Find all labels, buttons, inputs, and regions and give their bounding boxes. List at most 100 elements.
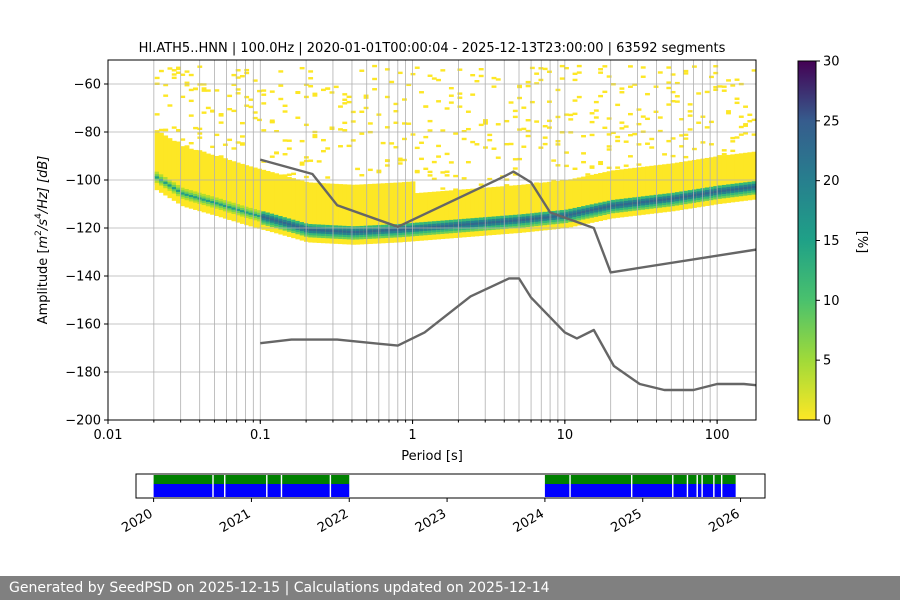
heatmap-cell bbox=[457, 189, 463, 238]
heatmap-cell bbox=[167, 179, 173, 183]
heatmap-cell bbox=[517, 184, 523, 233]
heatmap-cell bbox=[704, 198, 710, 201]
heatmap-cell bbox=[589, 210, 595, 214]
heatmap-cell bbox=[372, 229, 378, 233]
heatmap-cell bbox=[534, 217, 540, 220]
heatmap-cell bbox=[299, 224, 305, 227]
heatmap-cell bbox=[176, 143, 181, 204]
heatmap-cell bbox=[402, 98, 407, 101]
heatmap-cell bbox=[235, 141, 241, 144]
heatmap-cell bbox=[397, 230, 403, 233]
heatmap-cell bbox=[674, 196, 680, 200]
heatmap-cell bbox=[598, 162, 604, 166]
availability-gap-mark bbox=[701, 475, 703, 497]
heatmap-cell bbox=[333, 225, 339, 228]
heatmap-cell bbox=[184, 191, 190, 194]
heatmap-cell bbox=[628, 112, 633, 116]
heatmap-cell bbox=[657, 196, 663, 200]
heatmap-cell bbox=[188, 148, 194, 209]
heatmap-cell bbox=[410, 133, 416, 136]
heatmap-cell bbox=[585, 207, 591, 210]
grid-lines bbox=[108, 60, 756, 420]
heatmap-cell bbox=[333, 234, 339, 237]
heatmap-cell bbox=[674, 194, 680, 197]
heatmap-cell bbox=[525, 119, 531, 122]
heatmap-cell bbox=[397, 71, 403, 75]
heatmap-cell bbox=[235, 210, 241, 214]
heatmap-cell bbox=[674, 198, 680, 202]
heatmap-cell bbox=[154, 173, 160, 177]
heatmap-cell bbox=[487, 218, 493, 222]
heatmap-cell bbox=[495, 123, 501, 126]
heatmap-cell bbox=[465, 220, 471, 224]
heatmap-cell bbox=[321, 231, 326, 234]
heatmap-cell bbox=[355, 184, 360, 245]
heatmap-cell bbox=[495, 78, 501, 81]
heatmap-cell bbox=[201, 83, 207, 86]
heatmap-cell bbox=[619, 205, 625, 208]
heatmap-cell bbox=[274, 151, 279, 155]
heatmap-cell bbox=[312, 228, 318, 232]
heatmap-cell bbox=[606, 209, 612, 212]
heatmap-cell bbox=[167, 190, 173, 194]
heatmap-cell bbox=[325, 176, 331, 179]
availability-gap-mark bbox=[329, 475, 332, 497]
heatmap-cell bbox=[299, 230, 305, 234]
heatmap-cell bbox=[163, 185, 169, 189]
heatmap-cell bbox=[278, 97, 284, 101]
heatmap-cell bbox=[517, 96, 523, 100]
heatmap-cell bbox=[747, 183, 753, 187]
heatmap-cell bbox=[222, 158, 228, 219]
heatmap-cell bbox=[751, 118, 756, 122]
availability-gap-mark bbox=[672, 475, 674, 497]
availability-gap-mark bbox=[630, 475, 633, 497]
heatmap-cell bbox=[636, 201, 642, 204]
heatmap-cell bbox=[738, 191, 744, 195]
heatmap-cell bbox=[504, 119, 510, 123]
heatmap-cell bbox=[500, 220, 505, 223]
heatmap-cell bbox=[308, 70, 314, 73]
heatmap-cell bbox=[188, 190, 194, 193]
heatmap-cell bbox=[602, 205, 608, 209]
heatmap-cell bbox=[188, 142, 194, 145]
heatmap-cell bbox=[286, 222, 292, 226]
heatmap-cell bbox=[282, 153, 288, 156]
heatmap-cell bbox=[440, 191, 446, 240]
heatmap-cell bbox=[269, 222, 275, 225]
heatmap-cell bbox=[222, 143, 228, 146]
heatmap-cell bbox=[350, 232, 356, 236]
heatmap-cell bbox=[747, 152, 753, 201]
availability-gap-mark bbox=[212, 475, 214, 497]
heatmap-cell bbox=[653, 110, 659, 113]
heatmap-cell bbox=[721, 85, 727, 88]
heatmap-cell bbox=[457, 225, 463, 229]
heatmap-cell bbox=[628, 133, 633, 137]
heatmap-cell bbox=[372, 64, 378, 68]
heatmap-cell bbox=[355, 236, 360, 240]
heatmap-cell bbox=[338, 128, 343, 131]
heatmap-cell bbox=[632, 208, 638, 211]
heatmap-cell bbox=[717, 187, 723, 191]
heatmap-cell bbox=[329, 183, 335, 244]
heatmap-cell bbox=[380, 235, 386, 239]
heatmap-cell bbox=[713, 190, 719, 194]
heatmap-cell bbox=[269, 215, 275, 219]
heatmap-cell bbox=[325, 183, 331, 244]
heatmap-cell bbox=[312, 232, 318, 236]
heatmap-cell bbox=[670, 192, 676, 196]
heatmap-cell bbox=[743, 182, 748, 185]
heatmap-cell bbox=[542, 222, 548, 226]
heatmap-cell bbox=[244, 206, 250, 210]
heatmap-cell bbox=[282, 139, 288, 142]
y-tick-label: −160 bbox=[65, 318, 101, 333]
heatmap-cell bbox=[372, 231, 378, 235]
heatmap-cell bbox=[726, 184, 731, 187]
heatmap-cell bbox=[726, 186, 731, 190]
heatmap-cell bbox=[649, 146, 655, 149]
heatmap-cell bbox=[193, 193, 198, 197]
heatmap-cell bbox=[465, 189, 471, 238]
heatmap-cell bbox=[542, 142, 548, 146]
heatmap-cell bbox=[239, 75, 245, 78]
heatmap-cell bbox=[312, 135, 318, 139]
heatmap-cell bbox=[581, 212, 586, 216]
